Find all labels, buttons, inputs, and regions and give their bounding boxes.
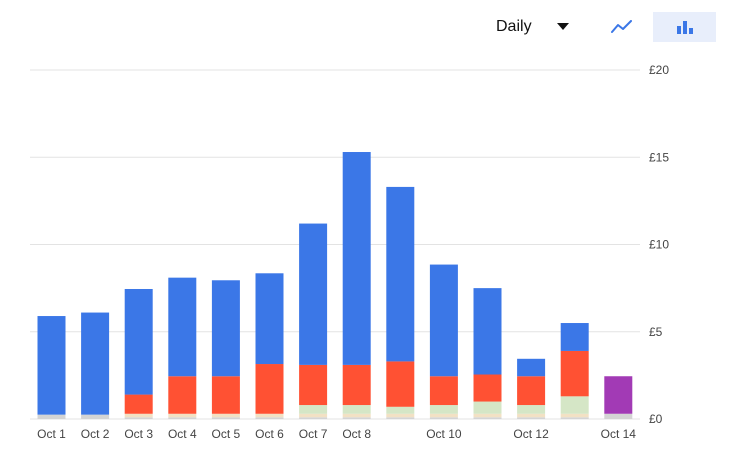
y-tick-label: £10 <box>649 238 669 252</box>
y-tick-label: £20 <box>649 63 669 77</box>
bar-segment[interactable] <box>168 376 197 414</box>
x-tick-label: Oct 7 <box>299 427 328 441</box>
bar-segment[interactable] <box>429 405 458 414</box>
bar-segment[interactable] <box>473 401 502 414</box>
range-dropdown-value: Daily <box>496 18 532 35</box>
bar-segment[interactable] <box>299 417 328 419</box>
x-tick-label: Oct 10 <box>426 427 462 441</box>
x-tick-label: Oct 14 <box>601 427 637 441</box>
bar-segment[interactable] <box>255 417 284 419</box>
x-tick-label: Oct 6 <box>255 427 284 441</box>
bar-segment[interactable] <box>37 316 66 415</box>
bar-segment[interactable] <box>124 417 153 419</box>
bar-segment[interactable] <box>560 417 589 419</box>
bar-segment[interactable] <box>37 414 66 419</box>
bar-segment[interactable] <box>211 376 240 414</box>
bar-segment[interactable] <box>255 273 284 365</box>
bar-segment[interactable] <box>168 417 197 419</box>
x-tick-label: Oct 12 <box>513 427 549 441</box>
x-tick-label: Oct 8 <box>342 427 371 441</box>
x-tick-label: Oct 2 <box>81 427 110 441</box>
bar-segment[interactable] <box>342 152 371 365</box>
dropdown-caret-icon <box>557 23 569 30</box>
bar-chart-icon <box>676 21 693 34</box>
bar-segment[interactable] <box>517 358 546 377</box>
bar-segment[interactable] <box>560 413 589 418</box>
bar-segment[interactable] <box>517 413 546 418</box>
chart-toolbar: Daily <box>0 12 732 42</box>
bar-segment[interactable] <box>386 186 415 362</box>
bar-segment[interactable] <box>342 405 371 414</box>
x-tick-label: Oct 3 <box>124 427 153 441</box>
bar-segment[interactable] <box>342 417 371 419</box>
bar-segment[interactable] <box>81 414 110 419</box>
bar-segment[interactable] <box>342 413 371 418</box>
bar-segment[interactable] <box>517 417 546 419</box>
bar-segment[interactable] <box>386 361 415 407</box>
line-chart-view-button[interactable] <box>604 12 640 42</box>
bar-segment[interactable] <box>429 417 458 419</box>
bar-segment[interactable] <box>429 376 458 406</box>
bar-segment[interactable] <box>560 350 589 397</box>
line-chart-icon <box>611 20 632 33</box>
bar-segment[interactable] <box>517 376 546 406</box>
bar-segment[interactable] <box>168 413 197 418</box>
bar-segment[interactable] <box>473 417 502 419</box>
bar-segment[interactable] <box>604 376 633 414</box>
bar-chart-view-button[interactable] <box>653 12 716 42</box>
bar-segment[interactable] <box>124 394 153 414</box>
x-tick-label: Oct 4 <box>168 427 197 441</box>
bar-segment[interactable] <box>429 264 458 377</box>
y-tick-label: £0 <box>649 412 663 426</box>
bar-segment[interactable] <box>429 413 458 418</box>
bar-segment[interactable] <box>386 406 415 414</box>
bar-segment[interactable] <box>124 413 153 418</box>
range-dropdown[interactable]: Daily <box>488 12 584 42</box>
y-tick-label: £15 <box>649 150 669 164</box>
x-tick-label: Oct 1 <box>37 427 66 441</box>
bar-segment[interactable] <box>342 364 371 406</box>
bar-segment[interactable] <box>299 364 328 406</box>
bar-segment[interactable] <box>517 405 546 414</box>
bar-segment[interactable] <box>255 364 284 414</box>
x-tick-label: Oct 5 <box>212 427 241 441</box>
bar-segment[interactable] <box>124 288 153 395</box>
bar-segment[interactable] <box>299 405 328 414</box>
bar-segment[interactable] <box>604 413 633 419</box>
bar-segment[interactable] <box>386 417 415 419</box>
bar-segment[interactable] <box>560 396 589 414</box>
bar-segment[interactable] <box>299 413 328 418</box>
bar-segment[interactable] <box>168 277 197 377</box>
bar-segment[interactable] <box>560 323 589 351</box>
bar-segment[interactable] <box>211 417 240 419</box>
y-tick-label: £5 <box>649 325 663 339</box>
bar-segment[interactable] <box>255 413 284 418</box>
bar-segment[interactable] <box>211 280 240 377</box>
bar-segment[interactable] <box>81 312 110 415</box>
bar-segment[interactable] <box>473 288 502 375</box>
bar-segment[interactable] <box>299 223 328 365</box>
bar-segment[interactable] <box>473 374 502 402</box>
bar-segment[interactable] <box>211 413 240 418</box>
bar-segment[interactable] <box>473 413 502 418</box>
bar-segment[interactable] <box>386 413 415 418</box>
